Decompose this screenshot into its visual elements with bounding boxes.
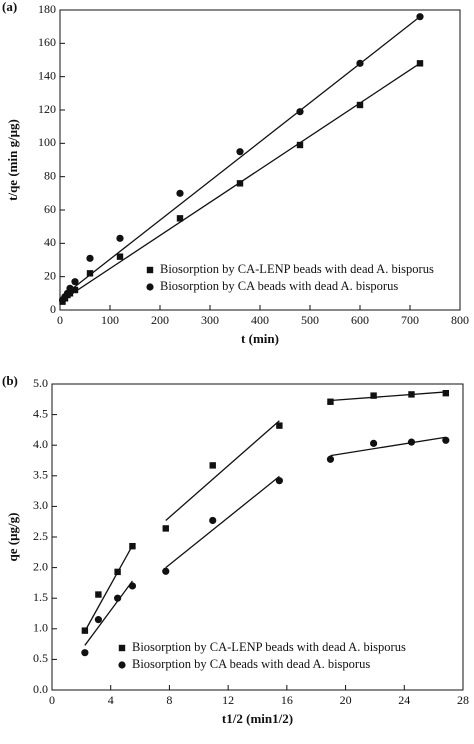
fit-line xyxy=(330,436,446,457)
data-point xyxy=(442,389,450,397)
x-tick-label: 20 xyxy=(340,693,352,707)
data-point xyxy=(442,436,450,444)
data-point xyxy=(356,59,364,67)
data-point xyxy=(276,422,283,429)
legend-marker xyxy=(118,644,126,652)
y-tick-label: 0.5 xyxy=(33,651,48,665)
fit-line xyxy=(59,16,421,299)
data-point xyxy=(81,627,89,634)
data-point xyxy=(116,253,124,260)
x-tick-label: 16 xyxy=(281,693,293,707)
x-tick-label: 28 xyxy=(457,693,469,707)
y-tick-label: 20 xyxy=(44,268,56,282)
y-tick-label: 60 xyxy=(44,202,56,216)
data-point xyxy=(66,284,74,292)
data-point xyxy=(95,591,102,598)
data-point xyxy=(176,189,184,197)
data-point xyxy=(296,108,304,116)
x-axis-label: t1/2 (min1/2) xyxy=(222,711,293,726)
y-tick-label: 2.0 xyxy=(33,559,48,573)
data-point xyxy=(407,438,416,446)
data-point xyxy=(370,392,377,399)
x-tick-label: 8 xyxy=(166,693,172,707)
x-tick-label: 600 xyxy=(351,313,369,327)
data-point xyxy=(416,60,424,67)
data-point xyxy=(128,582,137,590)
x-tick-label: 200 xyxy=(151,313,169,327)
y-axis-label: t/qe (min g/μg) xyxy=(5,119,20,201)
y-tick-label: 100 xyxy=(38,135,56,149)
panel-label: (a) xyxy=(2,0,17,14)
legend-marker xyxy=(146,283,154,291)
data-point xyxy=(71,286,79,294)
data-point xyxy=(209,462,216,469)
y-tick-label: 160 xyxy=(38,35,56,49)
y-tick-label: 80 xyxy=(44,168,56,182)
x-tick-label: 12 xyxy=(222,693,234,707)
data-point xyxy=(408,391,415,398)
y-tick-label: 5.0 xyxy=(33,376,48,390)
x-tick-label: 300 xyxy=(201,313,219,327)
data-point xyxy=(86,254,94,262)
y-tick-label: 2.5 xyxy=(33,529,48,543)
x-tick-label: 4 xyxy=(108,693,114,707)
data-point xyxy=(129,542,136,550)
x-tick-label: 100 xyxy=(101,313,119,327)
fit-line xyxy=(84,545,134,632)
fit-line xyxy=(330,391,446,402)
data-point xyxy=(236,148,244,156)
y-tick-label: 3.5 xyxy=(33,468,48,482)
x-tick-label: 0 xyxy=(49,693,55,707)
legend-marker xyxy=(146,266,154,274)
data-point xyxy=(296,141,304,149)
data-point xyxy=(162,567,170,575)
data-point xyxy=(176,215,184,222)
data-point xyxy=(162,525,169,532)
data-point xyxy=(114,568,121,576)
data-point xyxy=(327,398,334,405)
y-tick-label: 1.0 xyxy=(33,621,48,635)
fit-line xyxy=(165,420,280,521)
data-point xyxy=(326,455,335,463)
y-tick-label: 0.0 xyxy=(33,682,48,696)
data-point xyxy=(275,477,283,485)
data-point xyxy=(209,516,217,525)
y-tick-label: 180 xyxy=(38,2,56,16)
data-point xyxy=(416,13,424,21)
y-tick-label: 0 xyxy=(50,302,56,316)
x-tick-label: 500 xyxy=(301,313,319,327)
data-point xyxy=(94,616,102,624)
legend-label: Biosorption by CA-LENP beads with dead A… xyxy=(160,262,434,276)
legend-marker xyxy=(118,661,126,669)
y-tick-label: 40 xyxy=(44,235,56,249)
data-point xyxy=(236,180,244,187)
y-tick-label: 120 xyxy=(38,102,56,116)
y-tick-label: 4.0 xyxy=(33,437,48,451)
x-tick-label: 800 xyxy=(451,313,469,327)
legend-label: Biosorption by CA beads with dead A. bis… xyxy=(132,657,370,671)
data-point xyxy=(71,278,79,286)
y-tick-label: 1.5 xyxy=(33,590,48,604)
y-axis-label: qe (μg/g) xyxy=(5,513,20,562)
data-point xyxy=(81,649,89,657)
fit-line xyxy=(165,475,280,569)
data-point xyxy=(86,270,94,277)
x-tick-label: 400 xyxy=(251,313,269,327)
x-axis-label: t (min) xyxy=(241,331,279,346)
legend-label: Biosorption by CA beads with dead A. bis… xyxy=(160,279,398,293)
legend-label: Biosorption by CA-LENP beads with dead A… xyxy=(132,640,406,654)
data-point xyxy=(116,234,124,242)
y-tick-label: 140 xyxy=(38,68,56,82)
x-tick-label: 700 xyxy=(401,313,419,327)
y-tick-label: 4.5 xyxy=(33,406,48,420)
y-tick-label: 3.0 xyxy=(33,498,48,512)
x-tick-label: 24 xyxy=(398,693,410,707)
data-point xyxy=(356,101,364,109)
fit-line xyxy=(84,580,133,646)
panel-label: (b) xyxy=(2,373,18,388)
data-point xyxy=(114,594,122,602)
x-tick-label: 0 xyxy=(57,313,63,327)
data-point xyxy=(370,439,378,447)
